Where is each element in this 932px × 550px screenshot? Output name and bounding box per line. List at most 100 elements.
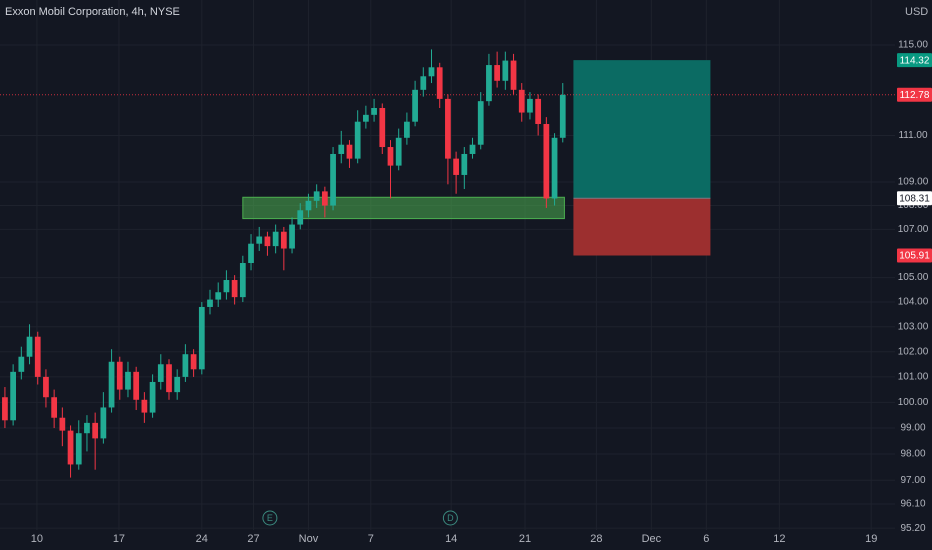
stop-tag <box>897 248 932 263</box>
y-tick-label: 96.10 <box>900 499 925 510</box>
currency: USD <box>905 6 928 18</box>
candle-body <box>272 231 279 247</box>
candle-body <box>330 153 336 206</box>
y-tick-label: 95.20 <box>900 523 925 534</box>
candle-body <box>264 236 271 247</box>
event-marker <box>442 510 458 526</box>
candle-body <box>133 371 140 400</box>
event-marker <box>262 510 278 526</box>
y-tick-label: 115.00 <box>898 40 928 51</box>
target-tag <box>897 53 932 68</box>
x-tick-label: 6 <box>703 533 709 545</box>
x-tick-label: Dec <box>642 533 662 545</box>
candle-body <box>166 364 172 393</box>
candle-body <box>453 158 459 175</box>
stop-label: 105.91 <box>899 251 930 262</box>
candle-body <box>338 144 345 154</box>
candle-body <box>149 381 156 413</box>
candle-body <box>469 144 476 154</box>
candle-body <box>502 60 509 81</box>
x-tick-label: 17 <box>113 533 125 545</box>
candle-body <box>10 371 16 421</box>
candle-body <box>43 376 49 398</box>
x-tick-label: 14 <box>445 533 457 545</box>
last-price-tag <box>897 87 932 102</box>
target-label: 114.32 <box>900 55 930 66</box>
candle-body <box>404 121 410 138</box>
chart-title: Exxon Mobil Corporation, 4h, NYSE <box>5 6 180 18</box>
x-tick-label: 19 <box>865 533 877 545</box>
x-tick-label: Nov <box>299 533 319 545</box>
candle-body <box>2 397 8 421</box>
x-tick-label: 24 <box>196 533 208 545</box>
y-tick-label: 111.00 <box>898 130 928 141</box>
candle-body <box>125 371 131 390</box>
candle-body <box>34 336 41 377</box>
candle-body <box>92 422 99 439</box>
candle-body <box>518 89 525 113</box>
candle-body <box>445 98 451 159</box>
candle-body <box>223 280 230 293</box>
candle-body <box>182 354 189 377</box>
y-tick-label: 107.00 <box>898 224 929 235</box>
y-tick-label: 99.00 <box>900 423 925 434</box>
candle-body <box>190 354 197 370</box>
candle-body <box>297 210 304 225</box>
y-tick-label: 101.00 <box>898 372 929 383</box>
candle-body <box>321 191 328 206</box>
y-tick-label: 103.00 <box>898 321 929 332</box>
candle-body <box>371 107 377 115</box>
demand-zone <box>242 196 565 220</box>
candle-body <box>305 200 312 211</box>
entry-label: 108.31 <box>899 193 930 204</box>
last-price-label: 112.78 <box>900 90 930 101</box>
candle-body <box>551 137 558 199</box>
profit-area <box>573 60 711 199</box>
candle-body <box>84 422 90 434</box>
candle-body <box>231 280 238 298</box>
candle-body <box>280 231 287 249</box>
candle-body <box>387 147 394 166</box>
candle-body <box>67 430 74 465</box>
candle-body <box>239 263 246 298</box>
entry-tag <box>897 191 932 206</box>
y-tick-label: 104.00 <box>898 297 929 308</box>
candle-body <box>428 67 435 77</box>
loss-area <box>573 198 711 256</box>
candle-body <box>543 123 550 199</box>
x-tick-label: 21 <box>519 533 531 545</box>
candle-body <box>313 191 320 201</box>
candle-body <box>363 114 369 122</box>
candle-body <box>395 137 402 166</box>
y-tick-label: 108.00 <box>898 200 929 211</box>
candle-body <box>420 76 427 90</box>
x-tick-label: 7 <box>368 533 374 545</box>
x-tick-label: 12 <box>773 533 785 545</box>
candle-body <box>18 356 25 372</box>
candle-body <box>436 67 443 99</box>
candle-body <box>198 306 205 370</box>
candle-body <box>75 433 82 465</box>
candle-body <box>248 243 254 264</box>
candle-body <box>51 397 58 418</box>
y-tick-label: 97.00 <box>900 475 925 486</box>
candle-body <box>477 101 484 145</box>
candle-body <box>354 121 361 159</box>
x-tick-label: 27 <box>247 533 259 545</box>
candle-body <box>207 299 213 307</box>
event-label: E <box>267 513 273 523</box>
candle-body <box>116 361 123 390</box>
candle-body <box>141 399 148 413</box>
candle-body <box>26 336 33 357</box>
candle-body <box>559 94 566 138</box>
y-tick-label: 105.00 <box>898 272 929 283</box>
x-tick-label: 28 <box>590 533 602 545</box>
y-tick-label: 98.00 <box>900 449 925 460</box>
candle-body <box>527 98 533 113</box>
candle-body <box>535 98 542 124</box>
candle-body <box>486 65 492 102</box>
y-tick-label: 102.00 <box>898 346 929 357</box>
candle-body <box>108 361 115 408</box>
